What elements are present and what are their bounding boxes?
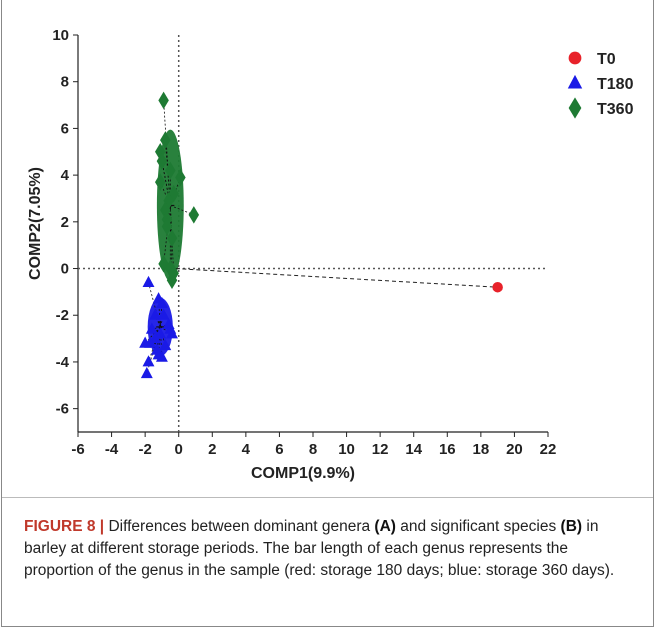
x-tick-label: 4 (242, 441, 251, 458)
legend-label-t180: T180 (597, 76, 634, 93)
scatter-plot: -6 -4 -2 0 2 4 6 8 10 12 14 16 18 20 22 -6 -4 -2 0 2 4 6 8 10 CO… (27, 27, 634, 482)
legend-label-t360: T360 (597, 101, 634, 118)
y-tick-label: 4 (61, 167, 70, 184)
y-tick-label: 8 (61, 74, 69, 91)
x-tick-label: 10 (338, 441, 355, 458)
y-tick-label: 6 (61, 120, 69, 137)
y-tick-label: -6 (56, 401, 69, 418)
data-point-t360 (158, 91, 169, 110)
data-point-t180 (145, 322, 158, 334)
y-tick-label: 10 (52, 27, 69, 44)
data-point-t360 (156, 152, 168, 170)
x-tick-label: 20 (506, 441, 523, 458)
legend-marker-t0 (568, 51, 582, 65)
data-point-t180 (149, 331, 162, 344)
x-tick-label: 18 (473, 441, 490, 458)
data-point-t180 (140, 366, 153, 379)
caption-text-2: and significant species (395, 518, 561, 535)
legend-marker-t360 (568, 97, 582, 119)
data-point-t180 (155, 296, 168, 309)
caption-divider (2, 497, 653, 498)
x-tick-label: -6 (71, 441, 84, 458)
caption-bold-b: (B) (560, 518, 583, 535)
legend-label-t0: T0 (597, 51, 616, 68)
data-point-t180 (142, 275, 155, 288)
centroid-spoke (161, 161, 171, 206)
data-point-t180 (154, 327, 167, 339)
data-point-t360 (160, 131, 171, 149)
x-tick-label: -2 (138, 441, 151, 458)
y-tick-label: 2 (61, 214, 69, 231)
caption-text-1: Differences between dominant genera (104, 518, 375, 535)
data-point-t180 (159, 338, 172, 351)
x-tick-label: 22 (540, 441, 557, 458)
centroid-spoke (158, 298, 161, 327)
x-tick-label: 2 (208, 441, 216, 458)
data-point-t360 (166, 229, 178, 247)
y-tick-label: 0 (61, 261, 69, 278)
data-point-t180 (166, 327, 178, 339)
x-tick-label: 16 (439, 441, 456, 458)
data-point-t360 (188, 206, 200, 224)
data-point-t180 (149, 308, 162, 320)
data-point-t180 (152, 348, 165, 360)
x-tick-label: 6 (275, 441, 283, 458)
data-point-t0 (492, 281, 503, 293)
data-point-t360 (161, 217, 173, 236)
caption-bold-a: (A) (374, 518, 396, 535)
x-tick-label: 14 (405, 441, 422, 458)
caption-text-3: in barley at different storage periods. … (24, 518, 615, 579)
data-point-t360 (175, 168, 186, 187)
y-tick-label: -4 (56, 354, 70, 371)
data-point-t360 (155, 173, 166, 191)
data-point-t180 (139, 336, 152, 348)
data-point-t360 (166, 271, 178, 289)
data-point-t180 (157, 308, 170, 320)
x-axis-title: COMP1(9.9%) (251, 465, 355, 482)
legend-marker-t180 (567, 74, 583, 89)
y-axis-title: COMP2(7.05%) (27, 167, 44, 280)
caption-label: FIGURE 8 | (24, 518, 105, 535)
group-link-line (175, 268, 498, 288)
data-point-t180 (142, 355, 155, 367)
data-point-t360 (165, 161, 176, 180)
x-tick-label: 0 (175, 441, 183, 458)
figure-caption: FIGURE 8 | Differences between dominant … (24, 516, 639, 582)
y-tick-label: -2 (56, 307, 69, 324)
x-tick-label: 12 (372, 441, 389, 458)
x-tick-label: 8 (309, 441, 317, 458)
x-tick-label: -4 (105, 441, 119, 458)
